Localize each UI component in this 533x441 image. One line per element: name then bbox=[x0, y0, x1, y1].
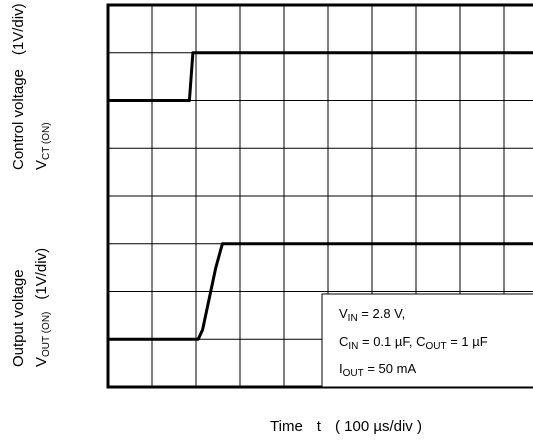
annotation-line-vin: VIN = 2.8 V, bbox=[339, 306, 405, 324]
conditions-annotation: VIN = 2.8 V, CIN = 0.1 µF, COUT = 1 µF I… bbox=[321, 293, 533, 388]
y-axis-symbol-output: VOUT (ON)(1V/div) bbox=[33, 248, 52, 367]
x-axis-label: Time t( 100 µs/div ) bbox=[270, 418, 422, 435]
annotation-line-capacitors: CIN = 0.1 µF, COUT = 1 µF bbox=[339, 334, 488, 352]
y-axis-label-output: Output voltage bbox=[10, 269, 27, 367]
y-axis-symbol-control: VCT (ON) bbox=[33, 122, 52, 170]
control-voltage-trace bbox=[108, 51, 533, 102]
annotation-line-iout: IOUT = 50 mA bbox=[339, 361, 416, 379]
y-axis-label-control: Control voltage(1V/div) bbox=[10, 3, 27, 170]
output-voltage-trace bbox=[108, 242, 533, 341]
annotation-box bbox=[321, 293, 533, 388]
grid-lines bbox=[108, 5, 533, 387]
